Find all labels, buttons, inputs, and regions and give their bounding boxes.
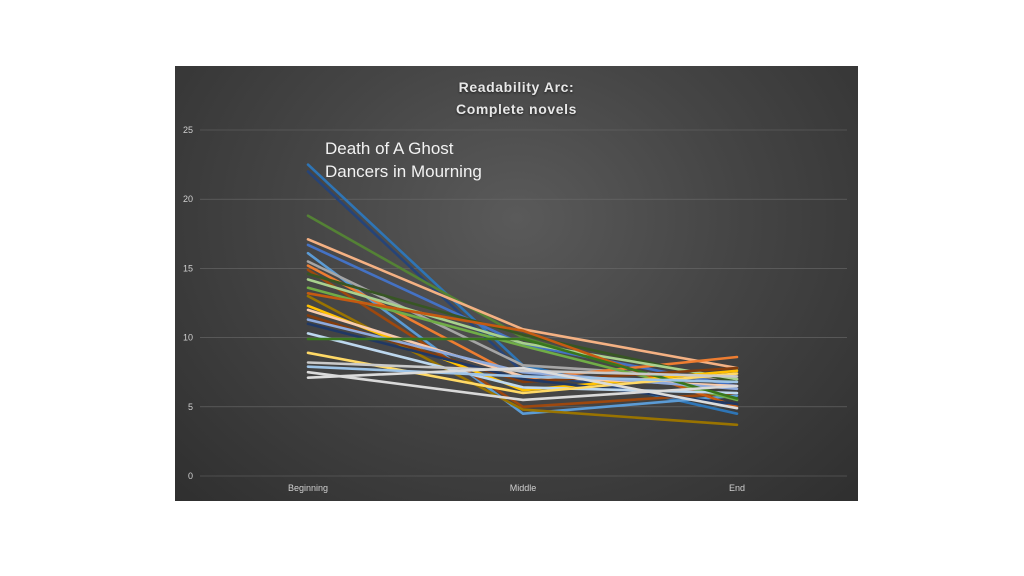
series-line-9 bbox=[306, 268, 739, 409]
series-line-7 bbox=[306, 260, 739, 381]
x-axis-ticks: Beginning Middle End bbox=[288, 483, 745, 493]
series-line-26 bbox=[306, 366, 739, 410]
chart-title-line-1: Readability Arc: bbox=[458, 79, 575, 95]
series-line-15 bbox=[306, 304, 739, 392]
series-line-18 bbox=[306, 318, 739, 391]
series-line-8 bbox=[306, 264, 739, 381]
series-lines bbox=[306, 163, 739, 427]
y-tick-label: 20 bbox=[183, 194, 193, 204]
annotations: Death of A Ghost Dancers in Mourning bbox=[325, 139, 482, 181]
chart-plot-area: 0 5 10 15 20 25 Beginning Middle End Death of A… bbox=[183, 125, 847, 493]
series-line-23 bbox=[306, 361, 739, 378]
y-tick-label: 0 bbox=[188, 471, 193, 481]
x-tick-label: End bbox=[729, 483, 745, 493]
gridlines bbox=[200, 129, 847, 477]
series-line-25 bbox=[306, 370, 739, 402]
chart-title: Readability Arc: Complete novels bbox=[175, 76, 858, 120]
y-tick-label: 5 bbox=[188, 402, 193, 412]
annotation-death-of-a-ghost: Death of A Ghost bbox=[325, 139, 454, 158]
annotation-dancers-in-mourning: Dancers in Mourning bbox=[325, 162, 482, 181]
chart-panel: 0 5 10 15 20 25 Beginning Middle End Death of A… bbox=[175, 66, 858, 501]
y-tick-label: 10 bbox=[183, 333, 193, 343]
chart-title-line-2: Complete novels bbox=[455, 101, 578, 117]
x-tick-label: Middle bbox=[510, 483, 537, 493]
y-tick-label: 25 bbox=[183, 125, 193, 135]
y-axis-ticks: 0 5 10 15 20 25 bbox=[183, 125, 193, 481]
y-tick-label: 15 bbox=[183, 263, 193, 273]
x-tick-label: Beginning bbox=[288, 483, 328, 493]
series-line-11 bbox=[306, 278, 739, 381]
series-line-21 bbox=[306, 337, 739, 400]
series-line-13 bbox=[306, 292, 739, 409]
series-line-4 bbox=[306, 238, 739, 370]
series-line-24 bbox=[306, 365, 739, 384]
